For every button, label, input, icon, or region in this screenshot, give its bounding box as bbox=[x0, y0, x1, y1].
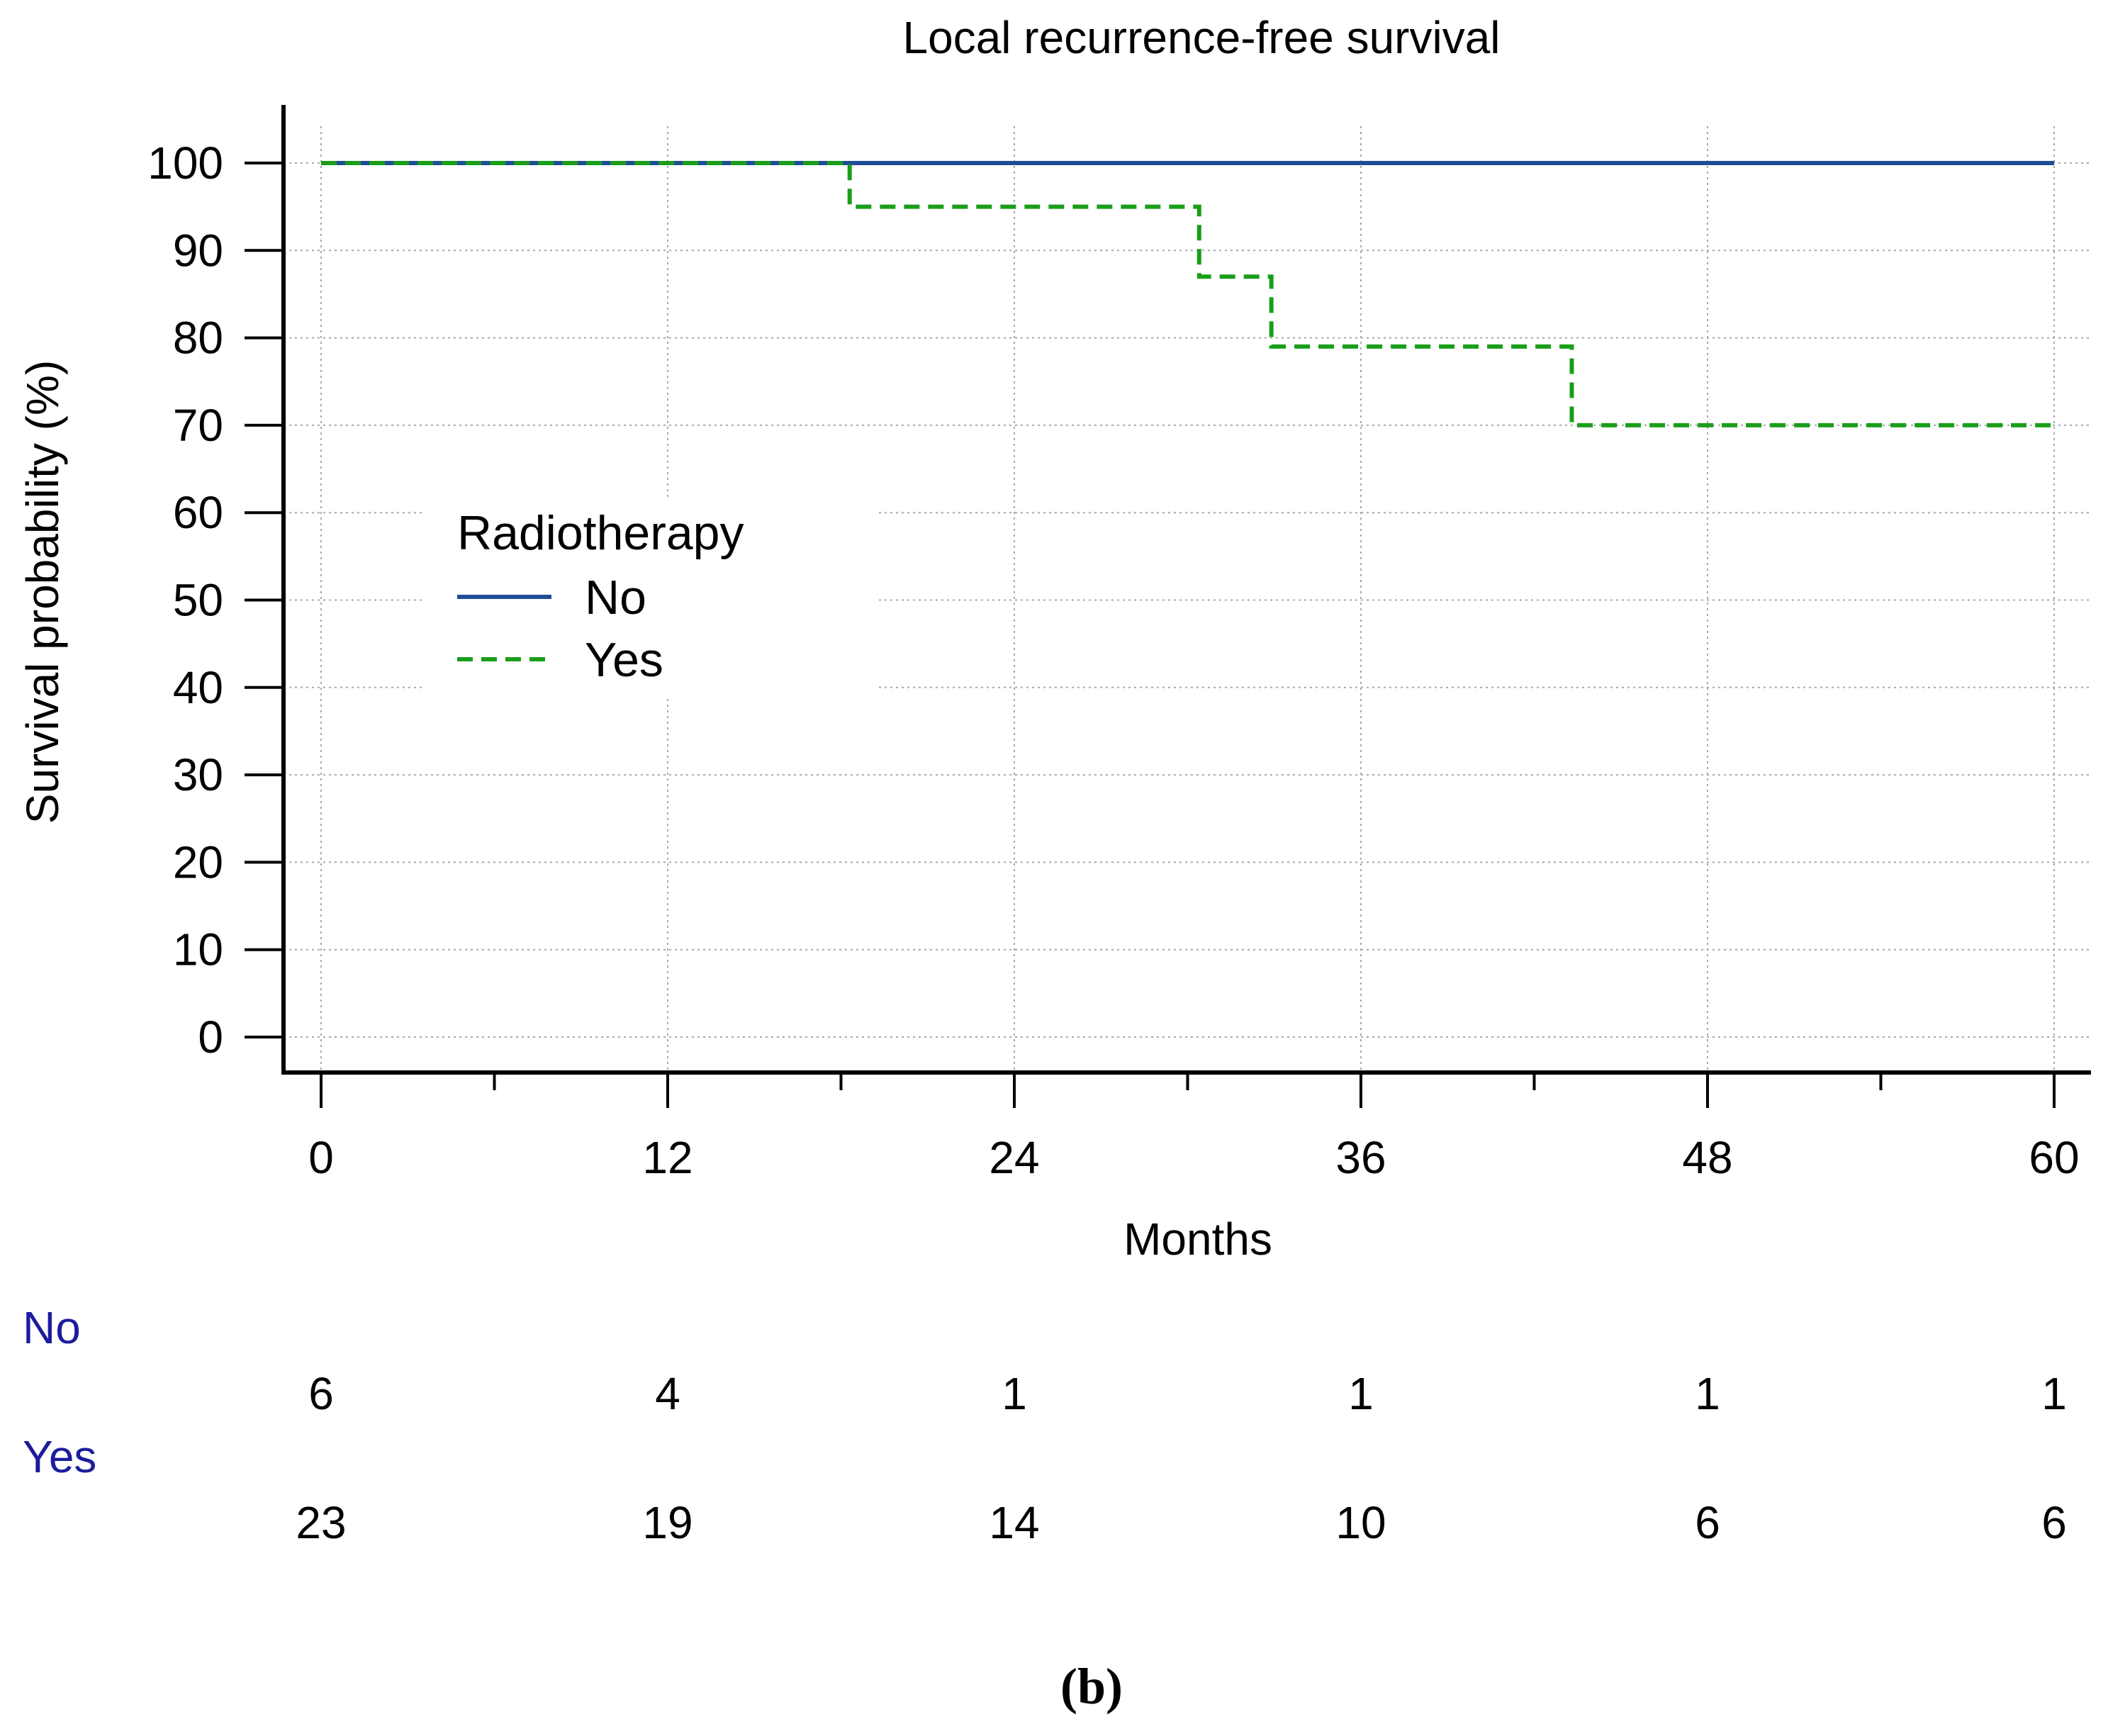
risk-count-yes-60: 6 bbox=[2041, 1497, 2067, 1548]
x-tick-label-12: 12 bbox=[642, 1132, 693, 1183]
x-tick-label-48: 48 bbox=[1682, 1132, 1732, 1183]
x-ticks: 0 12 24 36 48 60 bbox=[308, 1073, 2080, 1183]
risk-group-label-yes: Yes bbox=[23, 1431, 96, 1482]
y-tick-label-90: 90 bbox=[173, 225, 223, 276]
x-tick-label-24: 24 bbox=[989, 1132, 1039, 1183]
risk-count-yes-12: 19 bbox=[642, 1497, 693, 1548]
risk-count-no-48: 1 bbox=[1695, 1368, 1720, 1419]
grid-layer bbox=[284, 126, 2091, 1073]
y-tick-label-30: 30 bbox=[173, 749, 223, 800]
y-tick-label-40: 40 bbox=[173, 662, 223, 713]
risk-count-yes-24: 14 bbox=[989, 1497, 1039, 1548]
y-tick-label-20: 20 bbox=[173, 836, 223, 887]
risk-count-yes-48: 6 bbox=[1695, 1497, 1720, 1548]
risk-count-no-36: 1 bbox=[1348, 1368, 1374, 1419]
series-line-yes bbox=[321, 161, 2054, 427]
risk-count-yes-0: 23 bbox=[296, 1497, 346, 1548]
risk-count-no-0: 6 bbox=[308, 1368, 334, 1419]
y-axis-label: Survival probability (%) bbox=[17, 360, 68, 824]
y-tick-label-100: 100 bbox=[147, 138, 223, 189]
y-tick-label-80: 80 bbox=[173, 313, 223, 364]
y-tick-label-10: 10 bbox=[173, 924, 223, 975]
risk-count-yes-36: 10 bbox=[1335, 1497, 1386, 1548]
x-axis-label: Months bbox=[1123, 1214, 1272, 1265]
risk-group-label-no: No bbox=[23, 1302, 81, 1353]
risk-count-no-12: 4 bbox=[655, 1368, 680, 1419]
y-ticks: 0 10 20 30 40 50 60 70 80 90 100 bbox=[147, 138, 284, 1063]
y-tick-label-50: 50 bbox=[173, 575, 223, 626]
chart-title: Local recurrence-free survival bbox=[903, 12, 1501, 63]
x-tick-label-36: 36 bbox=[1335, 1132, 1386, 1183]
legend-label-yes: Yes bbox=[585, 633, 663, 687]
x-tick-label-0: 0 bbox=[308, 1132, 334, 1183]
risk-count-no-60: 1 bbox=[2041, 1368, 2067, 1419]
legend: Radiotherapy No Yes bbox=[457, 506, 744, 687]
legend-label-no: No bbox=[585, 571, 646, 625]
y-tick-label-0: 0 bbox=[198, 1012, 223, 1063]
number-at-risk-table: No 6 4 1 1 1 1 Yes 23 19 14 10 6 6 bbox=[23, 1302, 2067, 1548]
series-layer bbox=[321, 161, 2054, 427]
panel-label: (b) bbox=[1060, 1658, 1123, 1715]
risk-count-no-24: 1 bbox=[1002, 1368, 1027, 1419]
y-tick-label-70: 70 bbox=[173, 400, 223, 451]
y-tick-label-60: 60 bbox=[173, 487, 223, 538]
legend-title: Radiotherapy bbox=[457, 506, 744, 560]
x-tick-label-60: 60 bbox=[2029, 1132, 2079, 1183]
